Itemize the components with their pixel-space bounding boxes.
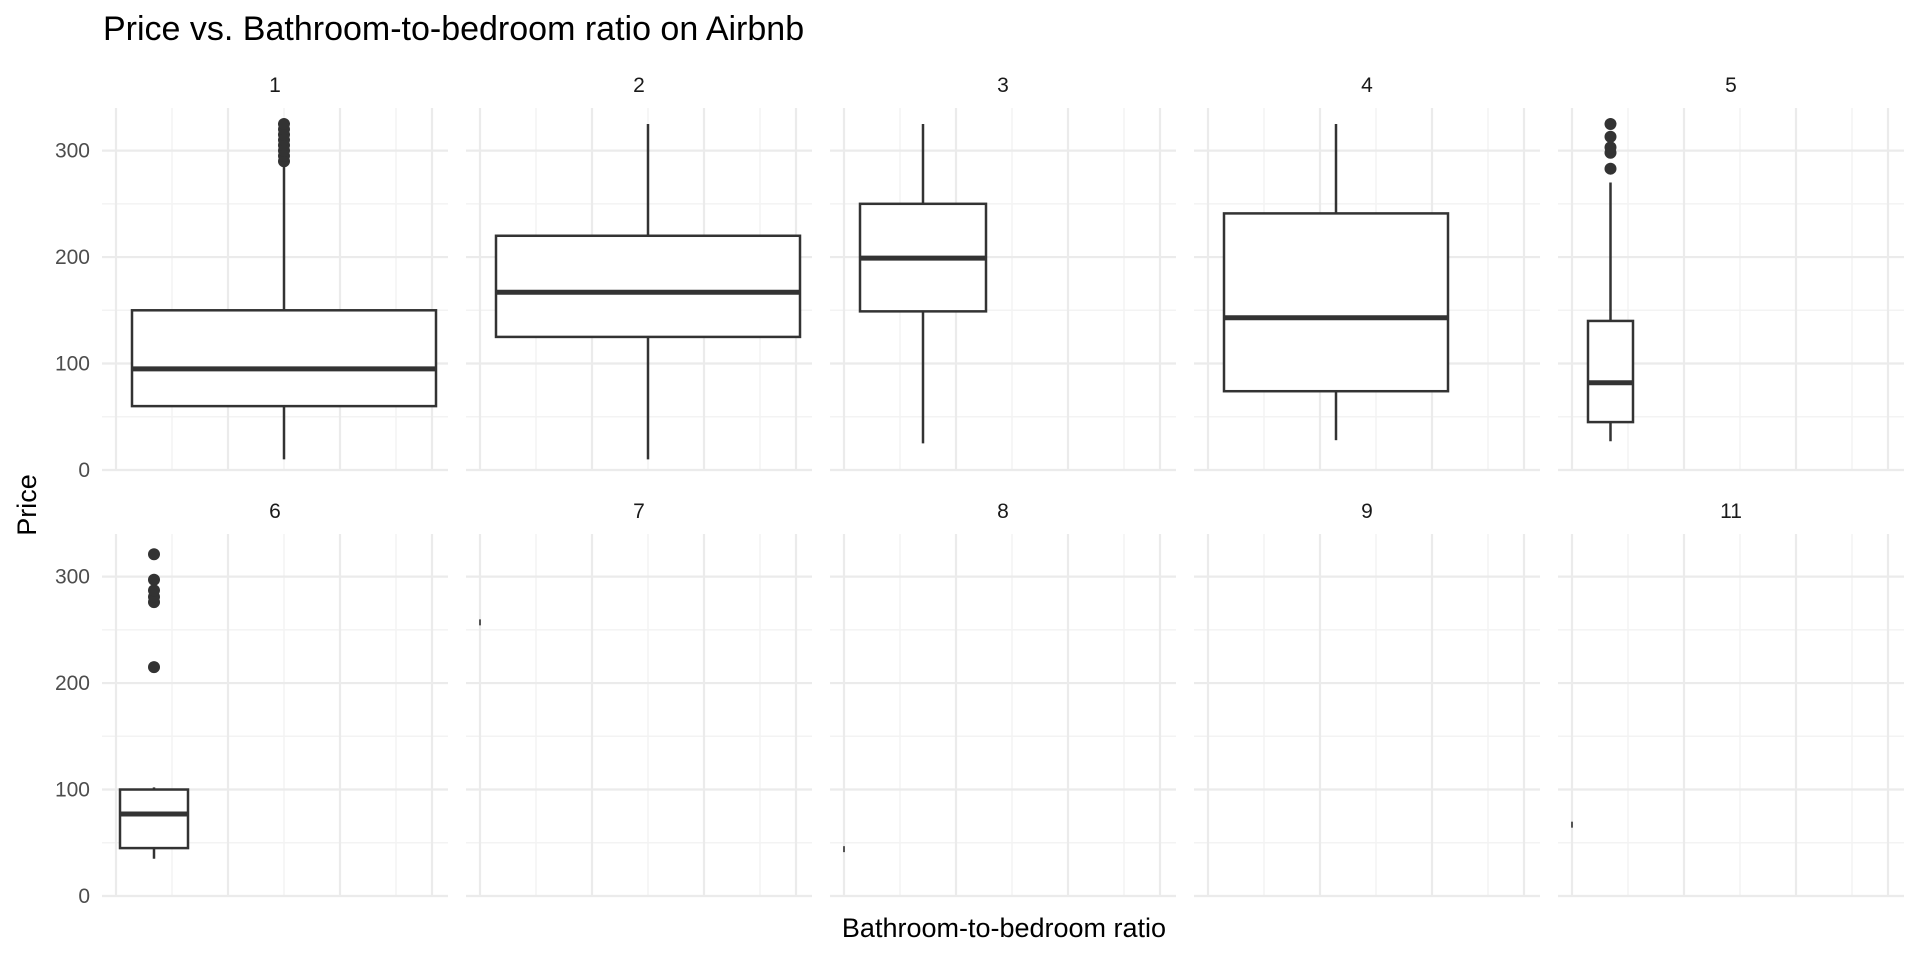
panel-8: 8: [830, 500, 1176, 898]
panel-5: 5: [1558, 74, 1904, 472]
panel-9: 9: [1194, 500, 1540, 898]
facet-strip-label: 4: [1361, 74, 1373, 97]
y-tick-label: 100: [55, 353, 90, 376]
outlier-point: [148, 584, 160, 597]
x-axis-label: Bathroom-to-bedroom ratio: [842, 913, 1166, 943]
y-axis-label: Price: [12, 474, 42, 536]
facet-strip-label: 6: [269, 500, 281, 523]
outlier-point: [278, 117, 290, 130]
box: [494, 234, 802, 339]
facet-strip-label: 11: [1720, 500, 1742, 523]
y-tick-label: 100: [55, 779, 90, 802]
facet-strip-label: 7: [633, 500, 645, 523]
outlier-point: [148, 661, 160, 674]
chart-title: Price vs. Bathroom-to-bedroom ratio on A…: [103, 10, 804, 48]
outlier-point: [1604, 162, 1617, 175]
facet-strip-label: 1: [269, 74, 281, 97]
y-tick-label: 0: [78, 885, 90, 908]
facet-panels: 1 0 100 200 300 2 3 4 5 6 0 100 200 300 7 8 9 11: [55, 74, 1904, 908]
outlier-point: [148, 573, 160, 586]
panel-11: 11: [1558, 500, 1904, 898]
outlier-point: [1604, 117, 1617, 130]
box: [1586, 319, 1635, 424]
facet-strip-label: 8: [997, 500, 1009, 523]
facet-strip-label: 3: [997, 74, 1009, 97]
panel-2: 2: [466, 74, 812, 472]
y-tick-label: 300: [55, 566, 90, 589]
panel-7: 7: [466, 500, 812, 898]
box: [1222, 212, 1450, 393]
y-tick-label: 300: [55, 140, 90, 163]
facet-strip-label: 5: [1725, 74, 1737, 97]
y-tick-label: 0: [78, 459, 90, 482]
outlier-point: [1604, 130, 1617, 143]
box: [118, 788, 190, 850]
facet-strip-label: 9: [1361, 500, 1373, 523]
facet-strip-label: 2: [633, 74, 645, 97]
box: [130, 309, 438, 408]
panel-4: 4: [1194, 74, 1540, 472]
outlier-point: [1604, 141, 1617, 154]
y-tick-label: 200: [55, 672, 90, 695]
panel-3: 3: [830, 74, 1176, 472]
outlier-point: [148, 548, 160, 561]
y-tick-label: 200: [55, 246, 90, 269]
panel-6: 6 0 100 200 300: [55, 500, 448, 908]
panel-1: 1 0 100 200 300: [55, 74, 448, 482]
